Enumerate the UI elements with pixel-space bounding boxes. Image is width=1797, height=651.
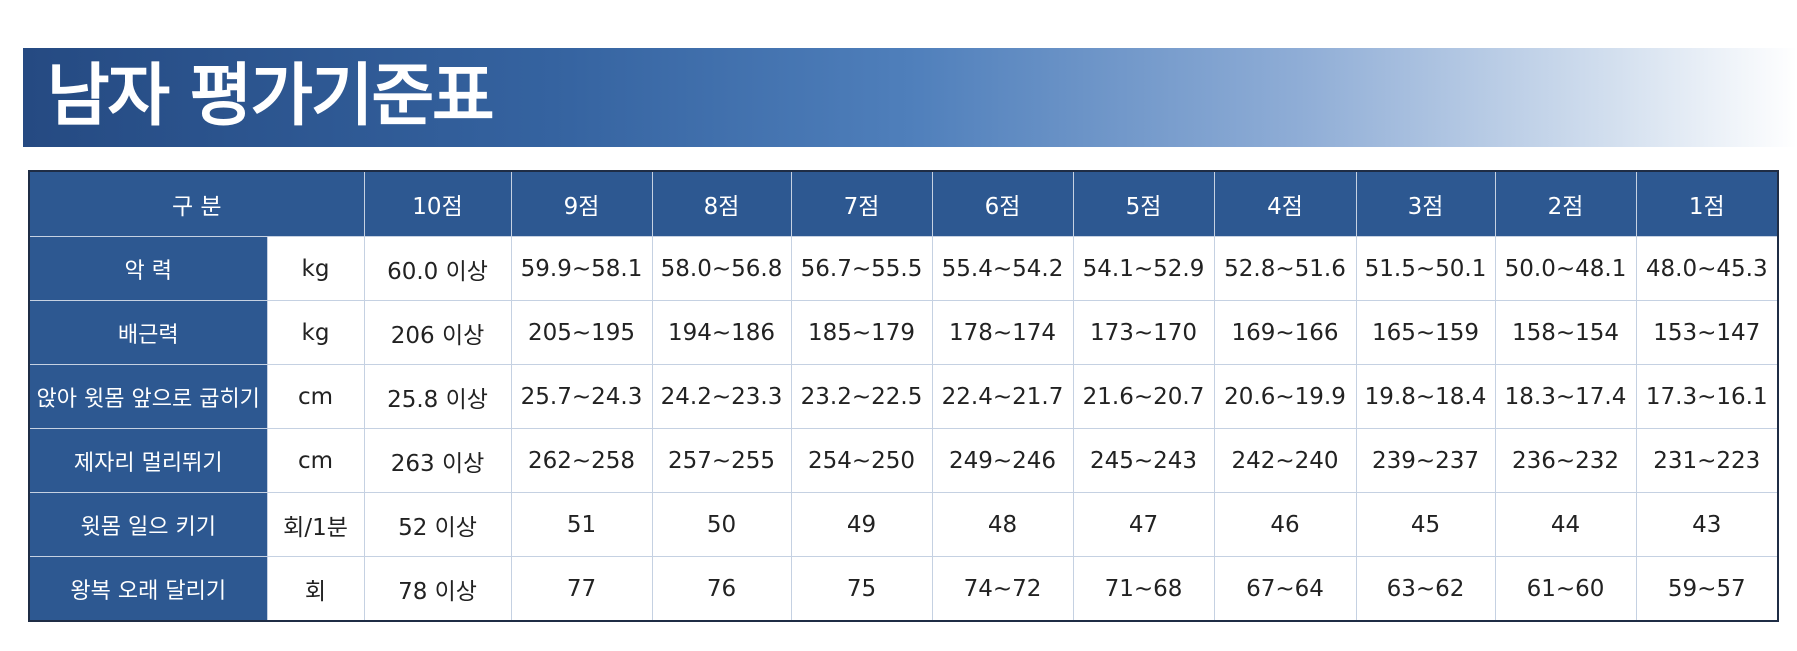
- score-cell: 153~147: [1635, 300, 1779, 365]
- score-cell: 20.6~19.9: [1213, 364, 1357, 429]
- title-banner: 남자 평가기준표: [23, 48, 1797, 147]
- row-label: 앉아 윗몸 앞으로 굽히기: [28, 364, 268, 429]
- table-row: 윗몸 일으 키기 회/1분 52 이상 51 50 49 48 47 46 45 44 43: [28, 492, 1779, 557]
- score-cell: 78 이상: [363, 556, 512, 622]
- row-label: 제자리 멀리뛰기: [28, 428, 268, 493]
- unit-cell: cm: [266, 428, 365, 493]
- score-cell: 74~72: [931, 556, 1074, 622]
- row-label: 윗몸 일으 키기: [28, 492, 268, 557]
- score-cell: 58.0~56.8: [651, 236, 792, 301]
- table-row: 앉아 윗몸 앞으로 굽히기 cm 25.8 이상 25.7~24.3 24.2~23.3…: [28, 364, 1779, 429]
- score-cell: 158~154: [1494, 300, 1637, 365]
- score-cell: 239~237: [1355, 428, 1496, 493]
- header-cell: 6점: [931, 170, 1074, 237]
- score-cell: 51.5~50.1: [1355, 236, 1496, 301]
- score-cell: 55.4~54.2: [931, 236, 1074, 301]
- score-cell: 47: [1072, 492, 1215, 557]
- score-cell: 43: [1635, 492, 1779, 557]
- unit-cell: kg: [266, 300, 365, 365]
- score-cell: 17.3~16.1: [1635, 364, 1779, 429]
- header-cell: 7점: [790, 170, 933, 237]
- score-cell: 205~195: [510, 300, 653, 365]
- score-cell: 48: [931, 492, 1074, 557]
- score-cell: 249~246: [931, 428, 1074, 493]
- header-cell: 구 분: [28, 170, 365, 237]
- score-cell: 19.8~18.4: [1355, 364, 1496, 429]
- score-cell: 56.7~55.5: [790, 236, 933, 301]
- table-row: 배근력 kg 206 이상 205~195 194~186 185~179 178~174 1…: [28, 300, 1779, 365]
- row-label: 배근력: [28, 300, 268, 365]
- score-cell: 242~240: [1213, 428, 1357, 493]
- score-cell: 50: [651, 492, 792, 557]
- score-cell: 263 이상: [363, 428, 512, 493]
- score-cell: 61~60: [1494, 556, 1637, 622]
- score-cell: 25.7~24.3: [510, 364, 653, 429]
- score-cell: 185~179: [790, 300, 933, 365]
- score-cell: 52 이상: [363, 492, 512, 557]
- unit-cell: 회: [266, 556, 365, 622]
- score-cell: 236~232: [1494, 428, 1637, 493]
- score-cell: 178~174: [931, 300, 1074, 365]
- header-cell: 5점: [1072, 170, 1215, 237]
- header-cell: 4점: [1213, 170, 1357, 237]
- header-cell: 9점: [510, 170, 653, 237]
- unit-cell: 회/1분: [266, 492, 365, 557]
- score-cell: 59.9~58.1: [510, 236, 653, 301]
- score-cell: 46: [1213, 492, 1357, 557]
- score-cell: 24.2~23.3: [651, 364, 792, 429]
- score-cell: 257~255: [651, 428, 792, 493]
- header-row: 구 분 10점 9점 8점 7점 6점 5점 4점 3점 2점 1점: [28, 170, 1779, 237]
- score-cell: 52.8~51.6: [1213, 236, 1357, 301]
- score-cell: 23.2~22.5: [790, 364, 933, 429]
- score-cell: 48.0~45.3: [1635, 236, 1779, 301]
- header-cell: 8점: [651, 170, 792, 237]
- score-cell: 44: [1494, 492, 1637, 557]
- score-cell: 50.0~48.1: [1494, 236, 1637, 301]
- score-cell: 18.3~17.4: [1494, 364, 1637, 429]
- score-cell: 173~170: [1072, 300, 1215, 365]
- score-cell: 169~166: [1213, 300, 1357, 365]
- header-cell: 1점: [1635, 170, 1779, 237]
- score-cell: 25.8 이상: [363, 364, 512, 429]
- score-cell: 76: [651, 556, 792, 622]
- score-cell: 71~68: [1072, 556, 1215, 622]
- score-cell: 165~159: [1355, 300, 1496, 365]
- score-cell: 245~243: [1072, 428, 1215, 493]
- header-cell: 3점: [1355, 170, 1496, 237]
- header-cell: 10점: [363, 170, 512, 237]
- score-cell: 206 이상: [363, 300, 512, 365]
- evaluation-table: 구 분 10점 9점 8점 7점 6점 5점 4점 3점 2점 1점 악 력 kg 60.0 이상 59.…: [28, 170, 1780, 622]
- table-row: 왕복 오래 달리기 회 78 이상 77 76 75 74~72 71~68 67~64 63~6…: [28, 556, 1779, 622]
- score-cell: 59~57: [1635, 556, 1779, 622]
- unit-cell: kg: [266, 236, 365, 301]
- page-title: 남자 평가기준표: [47, 57, 495, 136]
- score-cell: 67~64: [1213, 556, 1357, 622]
- row-label: 악 력: [28, 236, 268, 301]
- score-cell: 254~250: [790, 428, 933, 493]
- unit-cell: cm: [266, 364, 365, 429]
- header-cell: 2점: [1494, 170, 1637, 237]
- table-row: 제자리 멀리뛰기 cm 263 이상 262~258 257~255 254~250 249…: [28, 428, 1779, 493]
- row-label: 왕복 오래 달리기: [28, 556, 268, 622]
- score-cell: 22.4~21.7: [931, 364, 1074, 429]
- score-cell: 63~62: [1355, 556, 1496, 622]
- score-cell: 60.0 이상: [363, 236, 512, 301]
- table-row: 악 력 kg 60.0 이상 59.9~58.1 58.0~56.8 56.7~55.5 5…: [28, 236, 1779, 301]
- score-cell: 262~258: [510, 428, 653, 493]
- score-cell: 54.1~52.9: [1072, 236, 1215, 301]
- score-cell: 49: [790, 492, 933, 557]
- score-cell: 75: [790, 556, 933, 622]
- score-cell: 21.6~20.7: [1072, 364, 1215, 429]
- score-cell: 231~223: [1635, 428, 1779, 493]
- score-cell: 194~186: [651, 300, 792, 365]
- score-cell: 45: [1355, 492, 1496, 557]
- score-cell: 77: [510, 556, 653, 622]
- score-cell: 51: [510, 492, 653, 557]
